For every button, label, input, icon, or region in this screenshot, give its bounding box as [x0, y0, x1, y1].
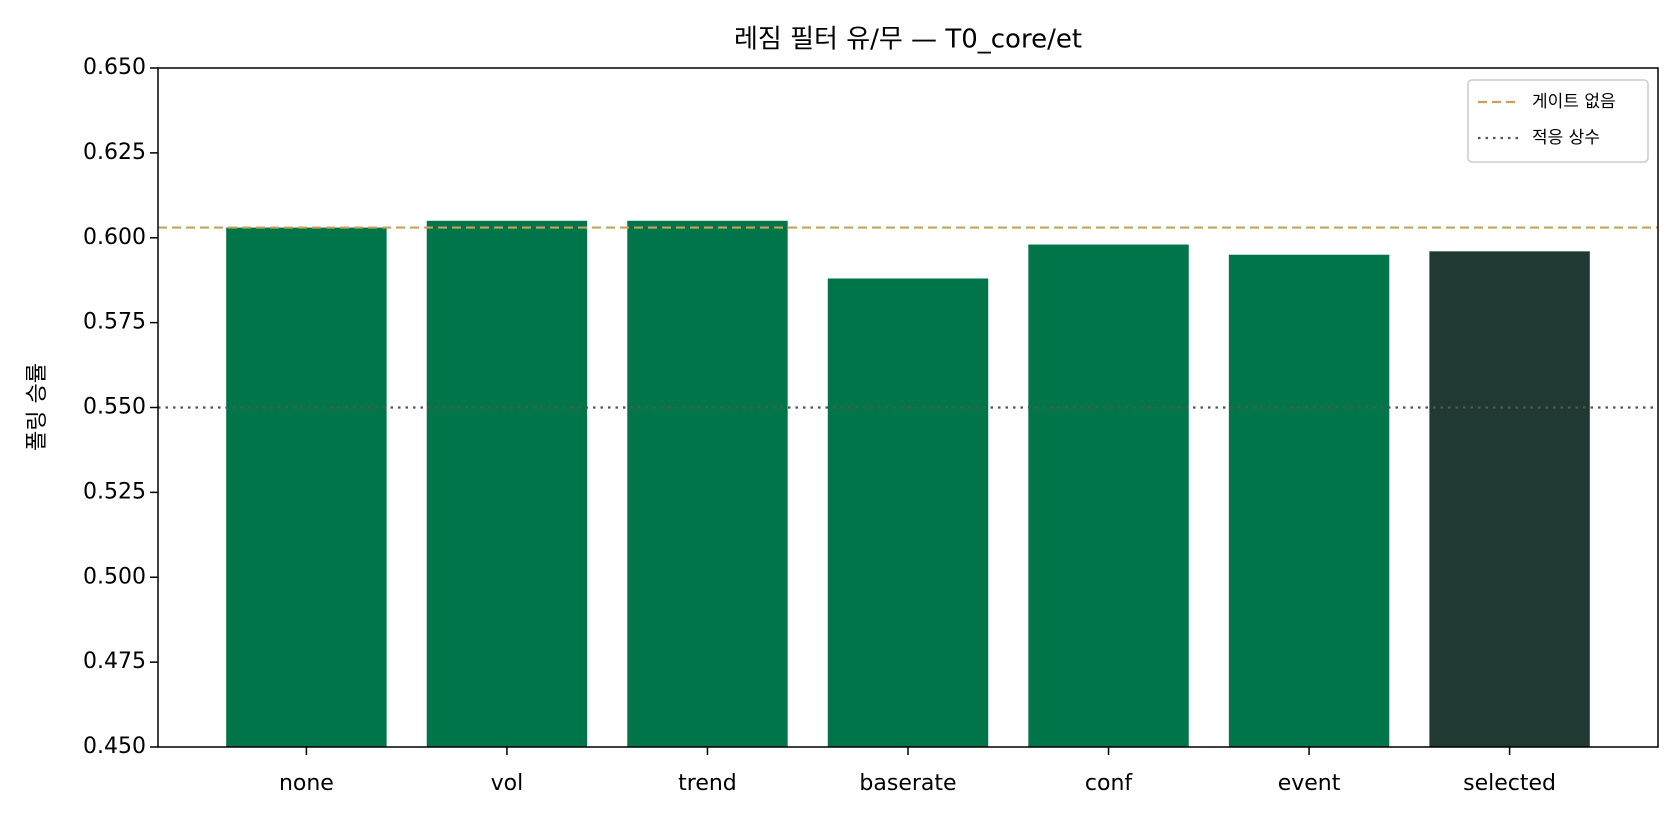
x-tick-label: trend [678, 771, 737, 796]
y-tick-label: 0.625 [83, 140, 146, 165]
bar [1228, 254, 1390, 747]
bar [627, 220, 788, 747]
y-tick-label: 0.600 [83, 225, 146, 250]
x-tick-label: selected [1463, 771, 1556, 796]
x-tick-label: vol [491, 771, 524, 796]
y-tick-label: 0.475 [83, 649, 146, 674]
legend-label: 게이트 없음 [1532, 92, 1616, 112]
x-tick-label: baserate [859, 771, 956, 796]
y-tick-label: 0.550 [83, 395, 146, 420]
bar [1429, 251, 1590, 747]
x-tick-label: event [1278, 771, 1341, 796]
x-tick-label: none [279, 771, 334, 796]
bar [426, 220, 588, 747]
bar [827, 278, 989, 747]
legend-label: 적응 상수 [1532, 128, 1600, 148]
bar [1028, 244, 1189, 748]
chart-title: 레짐 필터 유/무 — T0_core/et [734, 25, 1082, 55]
y-axis-label: 폴링 승률 [25, 363, 50, 451]
legend-box [1467, 79, 1649, 163]
y-tick-label: 0.525 [83, 479, 146, 504]
x-tick-label: conf [1085, 771, 1133, 796]
axes-frame [157, 67, 1659, 748]
y-tick-label: 0.500 [83, 564, 146, 589]
y-tick-label: 0.450 [83, 734, 146, 759]
y-tick-label: 0.575 [83, 310, 146, 335]
y-tick-label: 0.650 [83, 55, 146, 80]
bar [226, 227, 387, 747]
